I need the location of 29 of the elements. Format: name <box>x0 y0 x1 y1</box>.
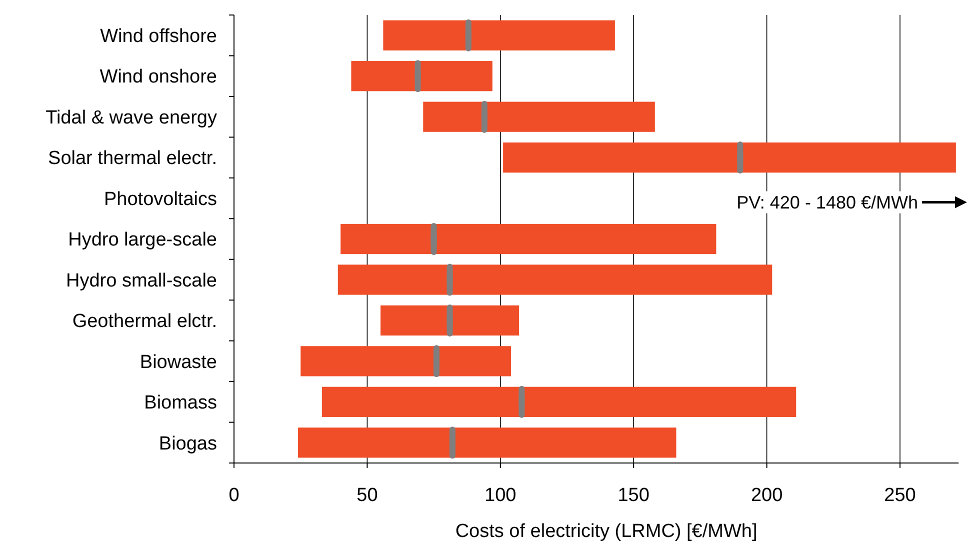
bar <box>322 386 796 417</box>
y-tick-label: Wind onshore <box>100 66 217 88</box>
bar <box>380 305 520 336</box>
x-tick-label: 200 <box>750 485 783 506</box>
y-tick-label: Hydro large-scale <box>68 230 217 251</box>
y-tick-label: Wind offshore <box>100 26 217 48</box>
y-tick-label: Biowaste <box>140 352 217 373</box>
x-tick-label: 100 <box>484 485 516 506</box>
bar <box>383 20 615 50</box>
x-axis-title: Costs of electricity (LRMC) [€/MWh] <box>455 521 758 542</box>
x-tick-label: 0 <box>228 485 240 506</box>
bar <box>298 428 676 458</box>
annotation: PV: 420 - 1480 €/MWh <box>736 192 918 213</box>
y-tick-label: Geothermal elctr. <box>72 311 217 332</box>
bar <box>351 61 492 92</box>
bar <box>503 142 956 173</box>
x-tick-label: 250 <box>884 485 916 506</box>
bar <box>300 346 512 376</box>
y-tick-label: Biogas <box>158 433 217 454</box>
bar <box>423 102 655 132</box>
x-tick-label: 50 <box>356 485 378 506</box>
y-tick-label: Biomass <box>144 392 217 414</box>
y-tick-label: Photovoltaics <box>104 188 217 210</box>
bar <box>340 224 716 254</box>
bar <box>338 264 772 295</box>
y-tick-label: Solar thermal electr. <box>48 148 217 170</box>
y-tick-label: Hydro small-scale <box>66 270 217 292</box>
x-tick-label: 150 <box>618 485 650 506</box>
y-tick-label: Tidal & wave energy <box>46 107 218 128</box>
